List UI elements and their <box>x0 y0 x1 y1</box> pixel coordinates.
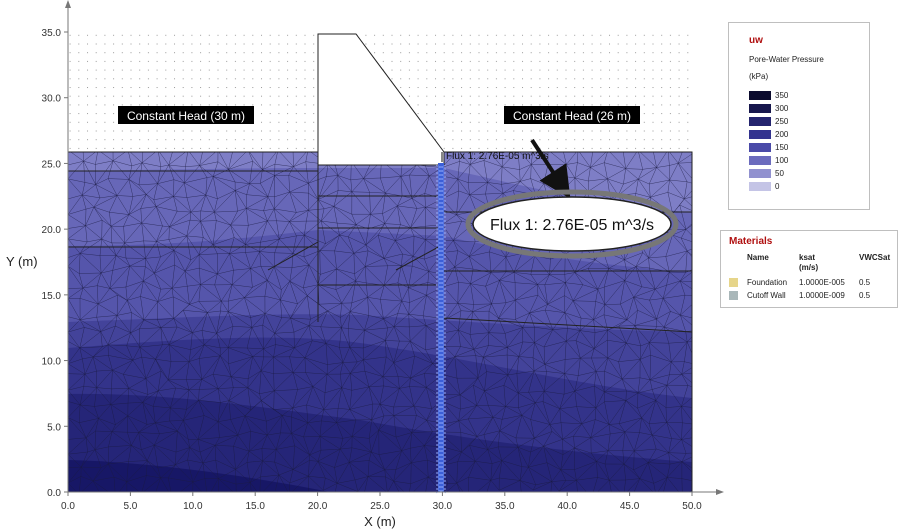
legend-value: 200 <box>775 130 789 139</box>
x-tick-label: 25.0 <box>370 501 390 512</box>
materials-title: Materials <box>729 236 773 247</box>
callout-arrow <box>530 138 571 199</box>
materials-header-ksat-unit: (m/s) <box>799 263 819 272</box>
material-swatch <box>729 291 738 300</box>
x-tick-label: 40.0 <box>557 501 577 512</box>
x-tick-label: 10.0 <box>183 501 203 512</box>
legend-value: 50 <box>775 169 784 178</box>
material-vwc: 0.5 <box>859 278 871 287</box>
x-tick-label: 45.0 <box>620 501 640 512</box>
legend-unit: (kPa) <box>749 72 769 81</box>
legend-swatch <box>749 130 771 139</box>
y-tick-label: 35.0 <box>42 28 62 39</box>
materials-header-ksat: ksat <box>799 253 816 262</box>
legend-swatch <box>749 182 771 191</box>
pressure-legend: uw Pore-Water Pressure (kPa) 350 300 250 20… <box>728 22 870 210</box>
y-tick-label: 5.0 <box>47 422 61 433</box>
y-tick-label: 30.0 <box>42 94 62 105</box>
y-tick-labels: 0.0 5.0 10.0 15.0 20.0 25.0 30.0 35.0 <box>42 28 68 499</box>
legend-value: 350 <box>775 91 789 100</box>
x-tick-label: 15.0 <box>245 501 265 512</box>
y-tick-label: 0.0 <box>47 488 61 499</box>
mesh-lines <box>68 152 692 492</box>
legend-value: 150 <box>775 143 789 152</box>
y-tick-label: 25.0 <box>42 159 62 170</box>
materials-header-vwc: VWCSat <box>859 253 891 262</box>
x-tick-label: 0.0 <box>61 501 75 512</box>
legend-subtitle: Pore-Water Pressure <box>749 55 824 64</box>
x-tick-label: 5.0 <box>123 501 137 512</box>
x-tick-label: 50.0 <box>682 501 702 512</box>
legend-swatch <box>749 143 771 152</box>
flux-callout <box>472 196 672 252</box>
legend-swatch <box>749 156 771 165</box>
cutoff-wall <box>438 163 444 492</box>
zone-6 <box>68 460 330 492</box>
x-tick-labels: 0.0 5.0 10.0 15.0 20.0 25.0 30.0 35.0 40.0 45.0 50… <box>61 492 702 512</box>
legend-swatch <box>749 169 771 178</box>
flux-callout-ring <box>465 189 679 259</box>
right-head-label-bg <box>504 106 640 124</box>
material-vwc: 0.5 <box>859 291 871 300</box>
x-axis-label: X (m) <box>364 514 396 529</box>
material-swatch <box>729 278 738 287</box>
legend-value: 0 <box>775 182 780 191</box>
right-head-label: Constant Head (26 m) <box>513 109 631 123</box>
legend-value: 100 <box>775 156 789 165</box>
materials-panel: Materials Name ksat (m/s) VWCSat Foundat… <box>720 230 898 308</box>
x-tick-label: 35.0 <box>495 501 515 512</box>
material-ksat: 1.0000E-005 <box>799 278 845 287</box>
cutoff-wall-mesh <box>435 164 447 494</box>
legend-swatch <box>749 117 771 126</box>
legend-swatch <box>749 91 771 100</box>
material-ksat: 1.0000E-009 <box>799 291 845 300</box>
materials-header-name: Name <box>747 253 769 262</box>
legend-swatch <box>749 104 771 113</box>
left-head-label-bg <box>118 106 254 124</box>
left-head-label: Constant Head (30 m) <box>127 109 245 123</box>
x-tick-label: 30.0 <box>433 501 453 512</box>
material-name: Foundation <box>747 278 788 287</box>
flux-callout-text: Flux 1: 2.76E-05 m^3/s <box>490 217 654 234</box>
flux-label: Flux 1: 2.76E-05 m^3/s <box>446 151 549 162</box>
cutoff-wall-mesh-lines <box>435 164 447 494</box>
legend-title: uw <box>749 35 763 46</box>
zone-5 <box>68 393 692 492</box>
material-name: Cutoff Wall <box>747 291 786 300</box>
finite-element-mesh <box>68 152 692 492</box>
y-tick-label: 20.0 <box>42 225 62 236</box>
y-axis-label: Y (m) <box>6 254 38 269</box>
y-tick-label: 15.0 <box>42 291 62 302</box>
legend-value: 250 <box>775 117 789 126</box>
y-tick-label: 10.0 <box>42 357 62 368</box>
legend-value: 300 <box>775 104 789 113</box>
x-tick-label: 20.0 <box>308 501 328 512</box>
pore-pressure-zones <box>68 152 692 492</box>
